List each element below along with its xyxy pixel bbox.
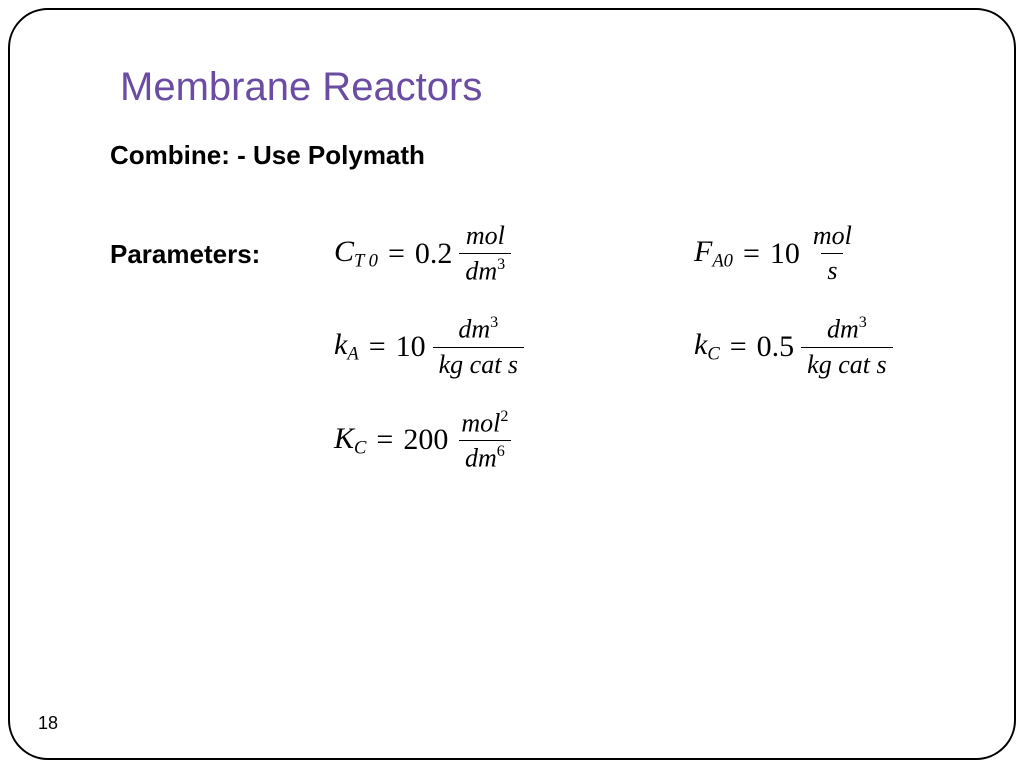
- eq-val: 200: [399, 423, 452, 457]
- eq-val: 0.2: [411, 237, 457, 271]
- eq-symbol: K: [334, 422, 354, 455]
- eq-val: 0.5: [753, 330, 799, 364]
- eq-val: 10: [392, 330, 430, 364]
- eq-num-sup: 2: [500, 408, 508, 425]
- equations-grid: CT 0 = 0.2 mol dm3 FA0 = 10 mol s: [330, 221, 980, 501]
- eq-num-var: dm: [458, 315, 490, 344]
- eq-KC: KC = 200 mol2 dm6: [330, 408, 620, 474]
- eq-den-var: s: [827, 256, 837, 285]
- eq-sub: T 0: [354, 250, 378, 271]
- eq-fraction: mol s: [807, 221, 858, 286]
- eq-symbol: C: [334, 235, 354, 268]
- eq-num-sup: 3: [859, 314, 867, 331]
- eq-symbol: k: [694, 328, 707, 361]
- eq-den-sup: 6: [497, 443, 505, 460]
- equation-row: KC = 200 mol2 dm6: [330, 408, 980, 474]
- slide-frame: Membrane Reactors Combine: - Use Polymat…: [8, 8, 1016, 760]
- eq-num: mol: [460, 221, 511, 253]
- eq-den: kg cat s: [801, 347, 892, 380]
- equation-row: kA = 10 dm3 kg cat s kC = 0.5 dm3 kg cat…: [330, 314, 980, 379]
- page-number: 18: [38, 713, 58, 734]
- eq-fraction: dm3 kg cat s: [433, 314, 524, 379]
- eq-kA: kA = 10 dm3 kg cat s: [330, 314, 620, 379]
- eq-symbol: F: [694, 235, 712, 268]
- eq-den-var: dm: [465, 443, 497, 472]
- eq-num-var: dm: [827, 315, 859, 344]
- eq-num-sup: 3: [490, 314, 498, 331]
- eq-fraction: mol dm3: [459, 221, 511, 286]
- eq-den: kg cat s: [433, 347, 524, 380]
- slide-title: Membrane Reactors: [120, 65, 954, 110]
- eq-CT0: CT 0 = 0.2 mol dm3: [330, 221, 620, 286]
- parameters-label: Parameters:: [110, 239, 330, 270]
- eq-sub: C: [354, 437, 366, 458]
- eq-FA0: FA0 = 10 mol s: [690, 221, 980, 286]
- equation-row: CT 0 = 0.2 mol dm3 FA0 = 10 mol s: [330, 221, 980, 286]
- eq-sub: A: [347, 344, 358, 365]
- eq-fraction: mol2 dm6: [455, 408, 514, 474]
- eq-sub: C: [707, 344, 719, 365]
- eq-den-var: dm: [465, 256, 497, 285]
- eq-den-sup: 3: [497, 256, 505, 273]
- eq-kC: kC = 0.5 dm3 kg cat s: [690, 314, 980, 379]
- eq-fraction: dm3 kg cat s: [801, 314, 892, 379]
- eq-num-var: mol: [461, 408, 500, 437]
- eq-symbol: k: [334, 328, 347, 361]
- eq-val: 10: [766, 237, 804, 271]
- combine-line: Combine: - Use Polymath: [110, 140, 954, 171]
- parameters-row: Parameters: CT 0 = 0.2 mol dm3 FA0 = 10: [70, 221, 954, 501]
- eq-num: mol: [807, 221, 858, 253]
- eq-sub: A0: [712, 250, 733, 271]
